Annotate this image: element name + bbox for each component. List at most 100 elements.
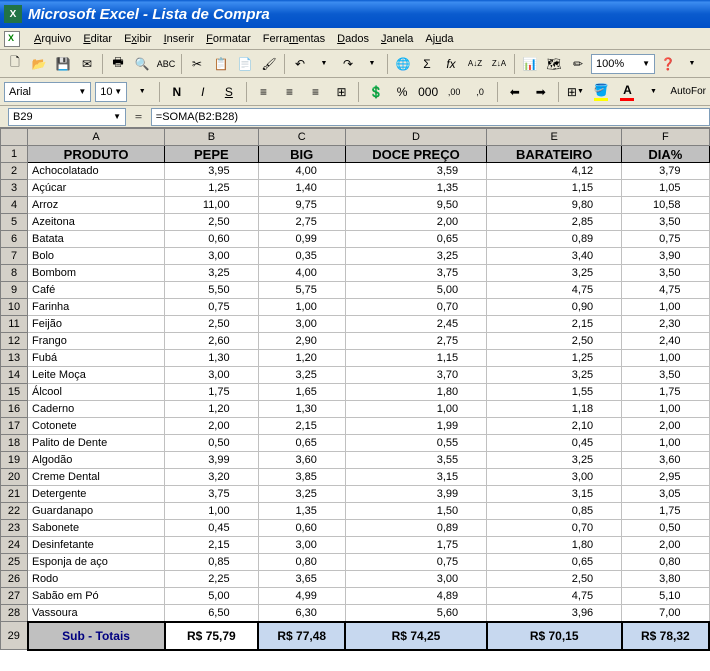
cell-dia[interactable]: 0,75 [622,231,709,248]
cell-barateiro[interactable]: 3,25 [487,452,622,469]
row-header[interactable]: 12 [1,333,28,350]
redo-icon[interactable]: ↷ [337,53,359,75]
cell-big[interactable]: 4,00 [258,265,345,282]
bold-button[interactable]: N [166,81,188,103]
menu-janela[interactable]: Janela [375,31,419,47]
cell-barateiro[interactable]: 1,25 [487,350,622,367]
cell-dia[interactable]: 0,50 [622,520,709,537]
cell-pepe[interactable]: 2,25 [165,571,258,588]
more-icon[interactable]: ▼ [681,53,703,75]
cell-pepe[interactable]: 5,50 [165,282,258,299]
cell-dia[interactable]: 3,50 [622,265,709,282]
col-header-e[interactable]: E [487,129,622,146]
undo-icon[interactable]: ↶ [289,53,311,75]
cell-dia[interactable]: 2,00 [622,537,709,554]
cell-pepe[interactable]: 1,25 [165,180,258,197]
cell-doce[interactable]: 3,00 [345,571,486,588]
cell-big[interactable]: 4,00 [258,163,345,180]
fill-color-icon[interactable]: 🪣 [590,81,612,103]
cell-doce[interactable]: 1,00 [345,401,486,418]
cell-barateiro[interactable]: 3,96 [487,605,622,622]
cell-doce[interactable]: 2,75 [345,333,486,350]
cell-produto[interactable]: Rodo [28,571,165,588]
cell-pepe[interactable]: 2,50 [165,214,258,231]
cell-produto[interactable]: Palito de Dente [28,435,165,452]
cell-barateiro[interactable]: 4,75 [487,282,622,299]
cell-pepe[interactable]: 2,60 [165,333,258,350]
menu-editar[interactable]: Editar [77,31,118,47]
cell-big[interactable]: 3,65 [258,571,345,588]
mail-icon[interactable]: ✉ [76,53,98,75]
cell-doce[interactable]: 0,75 [345,554,486,571]
col-header-a[interactable]: A [28,129,165,146]
cell-produto[interactable]: Cotonete [28,418,165,435]
save-icon[interactable]: 💾 [52,53,74,75]
cell-big[interactable]: 0,60 [258,520,345,537]
cell-barateiro[interactable]: 2,85 [487,214,622,231]
cell-dia[interactable]: 3,50 [622,367,709,384]
cell-produto[interactable]: Sabonete [28,520,165,537]
format-painter-icon[interactable]: 🖌 [258,53,280,75]
menu-inserir[interactable]: Inserir [158,31,201,47]
cell-pepe[interactable]: 0,85 [165,554,258,571]
sort-desc-icon[interactable]: Z↓A [488,53,510,75]
cell-big[interactable]: 2,15 [258,418,345,435]
cell-doce[interactable]: 5,00 [345,282,486,299]
document-icon[interactable] [4,31,20,47]
cell-dia[interactable]: 0,80 [622,554,709,571]
fontsize-combo[interactable]: 10 ▼ [95,82,127,102]
align-center-icon[interactable]: ≡ [278,81,300,103]
chart-icon[interactable]: 📊 [519,53,541,75]
cell-big[interactable]: 1,65 [258,384,345,401]
cell-produto[interactable]: Batata [28,231,165,248]
row-header[interactable]: 3 [1,180,28,197]
cell-barateiro[interactable]: 2,15 [487,316,622,333]
formula-input[interactable]: =SOMA(B2:B28) [151,108,710,126]
cut-icon[interactable]: ✂ [186,53,208,75]
cell-barateiro[interactable]: 3,40 [487,248,622,265]
cell-doce[interactable]: 3,25 [345,248,486,265]
cell-doce[interactable]: 3,15 [345,469,486,486]
print-icon[interactable]: 🖶 [107,53,129,75]
cell-dia[interactable]: 1,00 [622,350,709,367]
map-icon[interactable]: 🗺 [543,53,565,75]
cell-produto[interactable]: Detergente [28,486,165,503]
cell-doce[interactable]: 3,55 [345,452,486,469]
row-header[interactable]: 17 [1,418,28,435]
cell-barateiro[interactable]: 4,75 [487,588,622,605]
cell-produto[interactable]: Bombom [28,265,165,282]
cell-dia[interactable]: 3,79 [622,163,709,180]
header-barateiro[interactable]: BARATEIRO [487,146,622,163]
new-icon[interactable]: 🗋 [4,53,26,75]
cell-barateiro[interactable]: 2,10 [487,418,622,435]
cell-produto[interactable]: Esponja de aço [28,554,165,571]
row-header[interactable]: 14 [1,367,28,384]
cell-doce[interactable]: 1,50 [345,503,486,520]
spellcheck-icon[interactable]: ABC [155,53,177,75]
cell-produto[interactable]: Desinfetante [28,537,165,554]
cell-barateiro[interactable]: 0,70 [487,520,622,537]
row-header[interactable]: 20 [1,469,28,486]
menu-arquivo[interactable]: Arquivo [28,31,77,47]
cell-big[interactable]: 0,99 [258,231,345,248]
cell-barateiro[interactable]: 1,55 [487,384,622,401]
cell-big[interactable]: 1,20 [258,350,345,367]
cell-dia[interactable]: 10,58 [622,197,709,214]
cell-big[interactable]: 0,35 [258,248,345,265]
font-color-icon[interactable]: A [616,81,638,103]
increase-indent-icon[interactable]: ➡ [530,81,552,103]
cell-dia[interactable]: 3,90 [622,248,709,265]
paste-icon[interactable]: 📄 [234,53,256,75]
row-header[interactable]: 1 [1,146,28,163]
cell-barateiro[interactable]: 0,90 [487,299,622,316]
cell-produto[interactable]: Creme Dental [28,469,165,486]
row-header[interactable]: 2 [1,163,28,180]
cell-produto[interactable]: Frango [28,333,165,350]
currency-icon[interactable]: 💲 [365,81,387,103]
cell-dia[interactable]: 2,40 [622,333,709,350]
cell-big[interactable]: 1,40 [258,180,345,197]
cell-produto[interactable]: Café [28,282,165,299]
cell-dia[interactable]: 7,00 [622,605,709,622]
cell-pepe[interactable]: 0,45 [165,520,258,537]
cell-big[interactable]: 3,25 [258,367,345,384]
